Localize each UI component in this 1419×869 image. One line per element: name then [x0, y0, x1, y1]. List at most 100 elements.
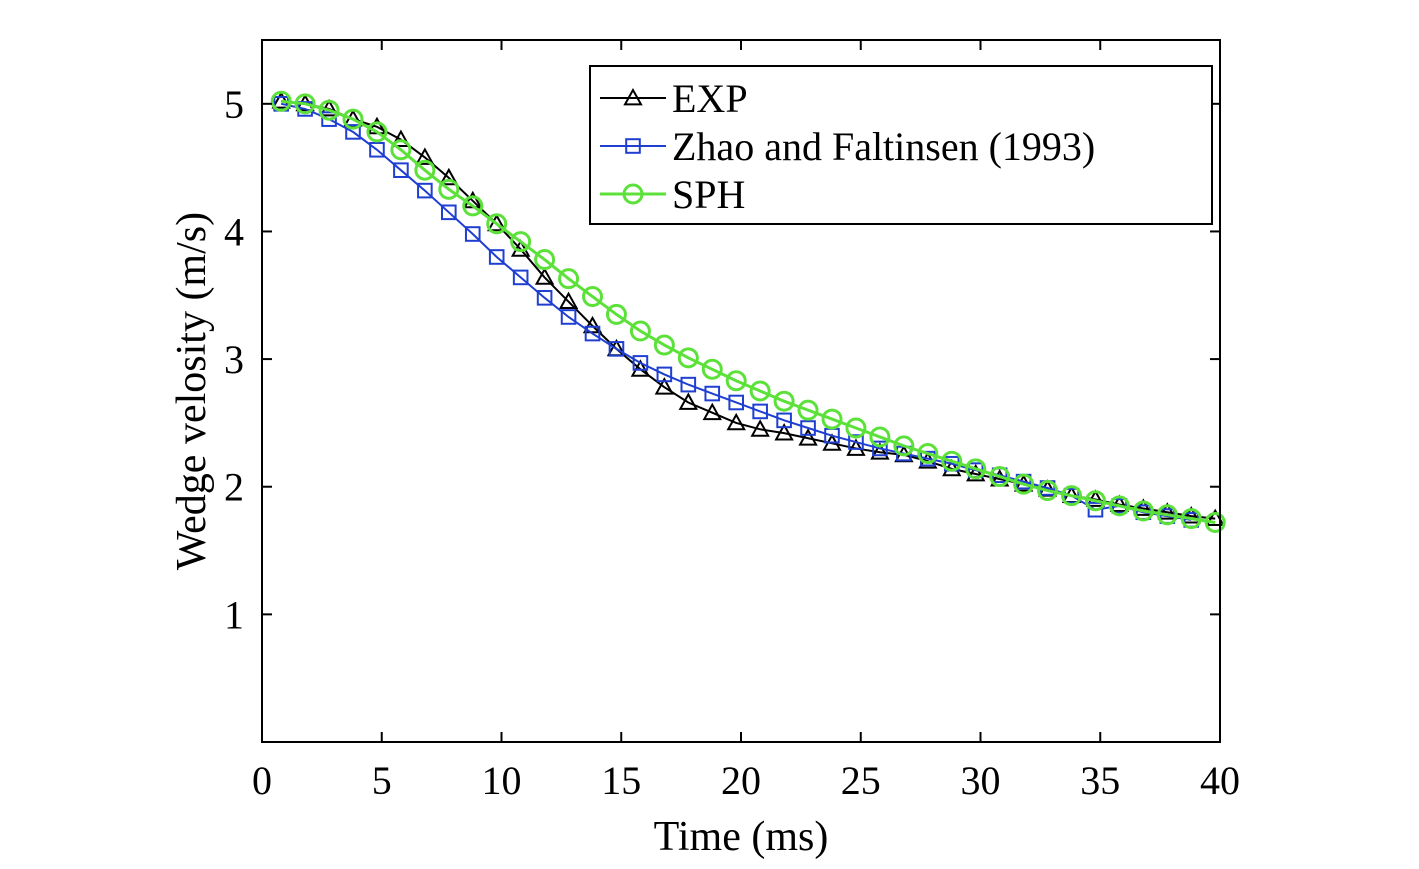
data-point	[438, 178, 460, 200]
axis-ticks: 0 5 10 15 20 25 30 35 40 1 2 3 4 5	[224, 40, 1240, 803]
data-point	[462, 195, 484, 217]
data-point	[582, 315, 603, 334]
y-tick-label: 4	[224, 209, 244, 254]
data-point	[677, 347, 699, 369]
legend-marker	[625, 138, 641, 154]
data-point	[1132, 500, 1154, 522]
data-point	[1180, 508, 1202, 530]
data-point	[750, 419, 770, 437]
data-point	[941, 450, 963, 472]
x-axis-label: Time (ms)	[654, 814, 829, 860]
data-point	[582, 286, 604, 308]
legend-entry: EXP	[600, 76, 748, 121]
data-point	[1087, 501, 1104, 518]
data-point	[608, 341, 625, 357]
data-point	[872, 440, 888, 457]
data-point	[1181, 506, 1201, 524]
data-point	[558, 268, 580, 290]
data-point	[798, 428, 818, 446]
y-tick-label: 3	[224, 337, 244, 382]
data-point	[441, 204, 457, 221]
data-point	[1156, 504, 1178, 526]
data-point	[560, 309, 577, 325]
data-point	[512, 269, 529, 286]
data-point	[680, 376, 697, 393]
data-point	[893, 435, 915, 457]
data-point	[318, 99, 340, 121]
data-point	[749, 380, 771, 402]
data-point	[345, 124, 361, 140]
data-point	[488, 249, 505, 265]
data-point	[342, 108, 364, 130]
x-tick-label: 40	[1200, 758, 1240, 803]
y-tick-label: 5	[224, 82, 244, 127]
data-point	[1204, 511, 1226, 533]
data-point	[800, 420, 816, 436]
data-point	[536, 290, 553, 306]
x-tick-label: 35	[1080, 758, 1120, 803]
x-tick-label: 25	[841, 758, 881, 803]
data-point	[989, 466, 1011, 488]
data-point	[584, 325, 601, 342]
data-point	[776, 412, 792, 429]
legend-entry: SPH	[600, 172, 745, 217]
legend-entry: Zhao and Faltinsen (1993)	[600, 124, 1095, 169]
data-point	[393, 162, 409, 178]
data-point	[725, 370, 747, 392]
data-point	[1133, 498, 1154, 516]
data-point	[821, 408, 843, 430]
series-circle	[270, 90, 1226, 533]
legend-box	[589, 65, 1213, 225]
data-point	[415, 147, 435, 165]
data-point	[534, 267, 555, 285]
data-point	[414, 159, 436, 181]
data-point	[774, 423, 794, 441]
y-tick-label: 1	[224, 592, 244, 637]
data-point	[294, 93, 316, 115]
data-point	[366, 121, 388, 143]
data-point	[773, 390, 795, 412]
data-point	[656, 366, 673, 383]
data-point	[270, 90, 292, 112]
legend-marker	[622, 183, 644, 205]
data-point	[1157, 502, 1178, 520]
data-point	[321, 111, 337, 127]
legend-label: Zhao and Faltinsen (1993)	[672, 124, 1095, 169]
data-point	[702, 402, 722, 421]
data-point	[486, 213, 508, 235]
data-point	[965, 458, 987, 480]
data-point	[848, 434, 864, 450]
data-point	[464, 226, 481, 242]
data-point	[558, 291, 579, 310]
data-point	[1037, 480, 1059, 502]
x-tick-label: 10	[482, 758, 522, 803]
x-tick-label: 5	[372, 758, 392, 803]
data-point	[1108, 495, 1130, 517]
data-point	[654, 377, 675, 395]
data-point	[605, 303, 627, 325]
data-point	[728, 394, 745, 411]
data-point	[917, 443, 939, 465]
x-tick-label: 15	[601, 758, 641, 803]
plot-marks	[270, 90, 1226, 533]
y-tick-label: 2	[224, 465, 244, 510]
legend-label: EXP	[672, 76, 748, 121]
series-line	[281, 99, 1216, 524]
data-point	[678, 392, 699, 410]
data-point	[653, 334, 675, 356]
x-tick-label: 30	[961, 758, 1001, 803]
data-point	[797, 399, 819, 421]
data-point	[439, 167, 459, 186]
data-point	[870, 442, 890, 460]
legend-label: SPH	[672, 172, 745, 217]
legend-marker	[623, 87, 643, 106]
data-point	[726, 412, 746, 431]
data-point	[487, 213, 507, 232]
data-point	[704, 385, 721, 402]
data-point	[369, 141, 385, 158]
data-point	[1084, 490, 1106, 512]
data-point	[629, 320, 651, 342]
y-axis-label: Wedge velosity (m/s)	[169, 212, 215, 570]
